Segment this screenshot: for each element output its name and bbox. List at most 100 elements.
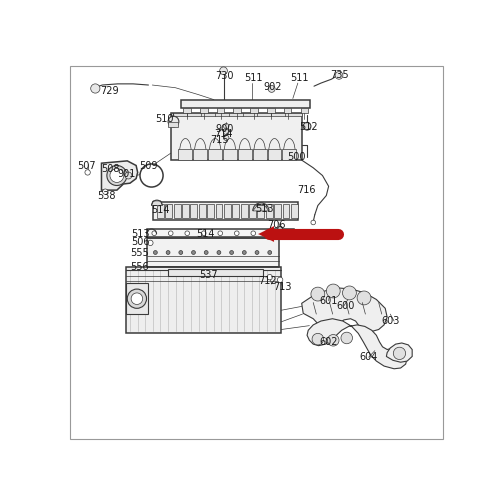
Bar [182,204,189,218]
Circle shape [204,250,208,254]
Polygon shape [152,201,162,205]
Text: 601: 601 [320,296,338,306]
Circle shape [303,122,311,130]
Bar [249,204,256,218]
Circle shape [242,250,246,254]
Bar [234,108,241,113]
Circle shape [342,286,356,300]
Circle shape [234,231,239,235]
Circle shape [125,172,132,179]
Circle shape [328,334,339,346]
Bar [183,108,191,113]
Text: 500: 500 [288,152,306,162]
Bar [266,204,272,218]
Bar [258,204,264,218]
Bar [250,108,258,113]
Circle shape [326,284,340,298]
Polygon shape [171,113,302,160]
Polygon shape [102,161,138,190]
Circle shape [179,250,182,254]
Text: 706: 706 [267,220,285,230]
Circle shape [268,231,272,235]
Circle shape [152,231,156,235]
Polygon shape [126,267,282,332]
Circle shape [268,250,272,254]
Bar [207,204,214,218]
Circle shape [110,168,124,182]
Text: 538: 538 [98,190,116,200]
Circle shape [394,347,406,360]
Circle shape [154,250,158,254]
Text: 513: 513 [132,229,150,239]
Circle shape [311,220,316,225]
Bar [174,204,180,218]
Circle shape [217,250,221,254]
Text: 715: 715 [210,134,229,144]
Text: 510: 510 [156,114,174,124]
Text: 509: 509 [139,162,158,172]
Text: 901: 901 [117,170,136,179]
Circle shape [251,231,256,235]
Circle shape [107,166,127,186]
Text: 603: 603 [381,316,400,326]
Bar [168,268,263,276]
Text: 537: 537 [199,270,218,280]
Bar [238,150,252,160]
Text: 600: 600 [336,300,355,310]
Circle shape [85,170,90,175]
Bar [224,204,231,218]
Polygon shape [153,202,298,220]
Polygon shape [302,288,387,332]
Text: 735: 735 [330,70,348,81]
Text: 556: 556 [130,262,150,272]
Text: 712: 712 [258,276,276,286]
Polygon shape [126,284,148,314]
Bar [194,150,207,160]
Circle shape [220,67,228,74]
Text: 506: 506 [132,237,150,247]
Circle shape [140,164,163,187]
Bar [291,204,298,218]
Circle shape [202,231,206,235]
Circle shape [102,189,108,194]
Text: 900: 900 [216,124,234,134]
Polygon shape [146,230,294,237]
Polygon shape [386,343,412,362]
Bar [166,204,172,218]
Bar [223,150,237,160]
Text: 513: 513 [254,204,273,214]
Text: 514: 514 [196,229,214,239]
Bar [267,108,274,113]
Bar [282,150,296,160]
Circle shape [224,130,229,134]
Bar [200,108,207,113]
Circle shape [267,274,272,280]
Text: 902: 902 [263,82,281,92]
Text: 716: 716 [297,185,316,195]
Text: 511: 511 [244,74,262,84]
Text: 729: 729 [100,86,118,96]
Bar [282,204,290,218]
Circle shape [341,332,352,344]
Circle shape [185,231,190,235]
Bar [216,204,222,218]
Bar [178,150,192,160]
Bar [216,108,224,113]
Text: 730: 730 [216,71,234,81]
Bar [181,100,310,108]
Circle shape [148,240,153,246]
Text: 512: 512 [299,122,318,132]
Circle shape [335,72,343,80]
Circle shape [128,289,146,308]
Circle shape [131,293,142,304]
Circle shape [312,334,324,345]
Bar [171,113,302,116]
Circle shape [278,277,283,282]
Bar [208,150,222,160]
Circle shape [255,250,259,254]
Bar [199,204,205,218]
Text: 604: 604 [360,352,378,362]
Circle shape [166,250,170,254]
Bar [157,204,164,218]
Circle shape [230,250,234,254]
